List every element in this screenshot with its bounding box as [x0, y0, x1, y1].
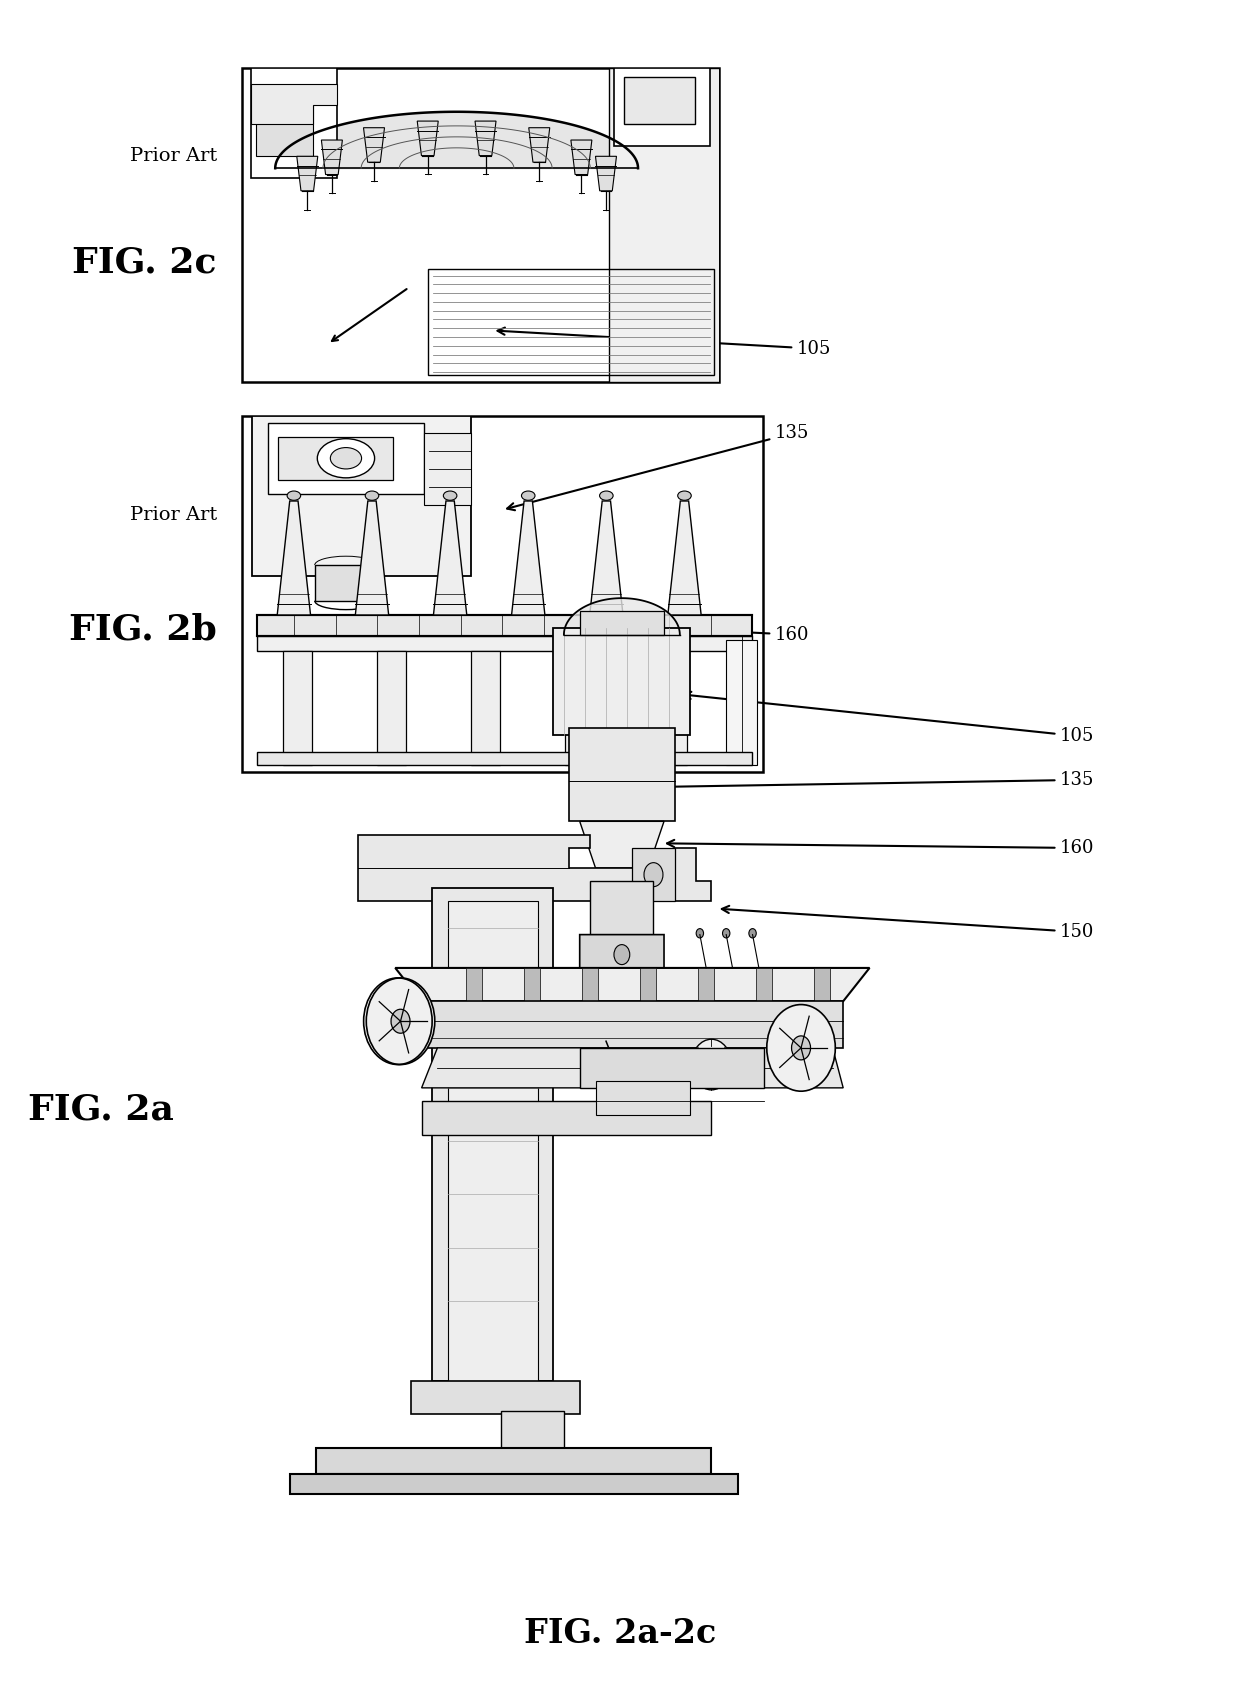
Polygon shape — [570, 141, 591, 175]
Circle shape — [644, 863, 663, 887]
Polygon shape — [434, 500, 466, 616]
Bar — [727, 639, 758, 765]
Circle shape — [723, 929, 730, 938]
Polygon shape — [640, 968, 656, 1001]
Circle shape — [692, 1040, 732, 1091]
Polygon shape — [580, 934, 665, 982]
Polygon shape — [580, 821, 665, 868]
Polygon shape — [583, 968, 598, 1001]
Circle shape — [288, 492, 300, 500]
Polygon shape — [815, 968, 830, 1001]
Polygon shape — [296, 156, 317, 192]
Bar — [424, 434, 471, 505]
Polygon shape — [433, 889, 553, 1381]
Bar — [624, 78, 696, 124]
Bar — [632, 848, 675, 901]
Polygon shape — [422, 1001, 843, 1048]
Polygon shape — [321, 141, 342, 175]
Circle shape — [614, 945, 630, 965]
Circle shape — [696, 929, 703, 938]
Circle shape — [391, 1009, 410, 1033]
Polygon shape — [252, 83, 337, 124]
Polygon shape — [290, 1474, 738, 1494]
Bar — [580, 1048, 764, 1087]
Polygon shape — [668, 500, 701, 616]
Circle shape — [366, 492, 378, 500]
Circle shape — [317, 439, 374, 478]
Bar — [258, 751, 753, 765]
Bar — [428, 268, 714, 375]
Circle shape — [749, 929, 756, 938]
Bar — [595, 1082, 691, 1114]
Bar — [569, 728, 675, 821]
Circle shape — [522, 492, 534, 500]
Text: FIG. 2b: FIG. 2b — [69, 612, 217, 646]
Polygon shape — [698, 968, 714, 1001]
Text: Prior Art: Prior Art — [130, 505, 217, 524]
Bar — [284, 651, 312, 765]
Text: 135: 135 — [507, 424, 810, 510]
Bar — [278, 438, 393, 480]
Bar — [242, 416, 763, 772]
Bar — [315, 565, 377, 600]
Text: 135: 135 — [637, 772, 1095, 790]
Text: FIG. 2c: FIG. 2c — [72, 246, 217, 280]
Polygon shape — [475, 120, 496, 156]
Text: FIG. 2a: FIG. 2a — [27, 1092, 174, 1126]
Circle shape — [366, 979, 435, 1065]
Circle shape — [678, 492, 691, 500]
Polygon shape — [590, 500, 622, 616]
Polygon shape — [595, 156, 616, 192]
Polygon shape — [512, 500, 544, 616]
Polygon shape — [316, 1448, 712, 1474]
Polygon shape — [756, 968, 773, 1001]
Polygon shape — [363, 127, 384, 163]
Text: Prior Art: Prior Art — [130, 146, 217, 165]
Circle shape — [615, 1075, 629, 1091]
Polygon shape — [412, 1381, 580, 1414]
Bar — [268, 422, 424, 494]
Bar — [252, 68, 337, 178]
Circle shape — [600, 492, 613, 500]
Text: FIG. 2a-2c: FIG. 2a-2c — [523, 1618, 717, 1650]
Polygon shape — [396, 968, 869, 1001]
Text: 160: 160 — [541, 619, 810, 643]
Bar — [553, 628, 691, 734]
Text: 105: 105 — [497, 327, 831, 358]
Bar — [501, 1411, 564, 1448]
Bar — [448, 901, 538, 1381]
Bar — [377, 651, 405, 765]
Bar — [658, 651, 687, 765]
Bar — [258, 616, 753, 636]
Bar — [580, 612, 665, 634]
Polygon shape — [358, 834, 712, 901]
Text: 160: 160 — [667, 840, 1095, 856]
Polygon shape — [466, 968, 482, 1001]
Circle shape — [703, 1055, 719, 1075]
Text: 105: 105 — [683, 692, 1095, 745]
Circle shape — [330, 448, 362, 468]
Circle shape — [444, 492, 456, 500]
Text: 150: 150 — [722, 906, 1095, 941]
Polygon shape — [278, 500, 310, 616]
Bar — [257, 100, 314, 156]
Bar — [564, 651, 594, 765]
Bar — [252, 416, 471, 577]
Bar — [471, 651, 500, 765]
Circle shape — [766, 1004, 836, 1091]
Bar — [609, 68, 729, 382]
Bar — [590, 882, 653, 934]
Bar — [614, 68, 709, 146]
Circle shape — [791, 1036, 811, 1060]
Polygon shape — [528, 127, 549, 163]
Polygon shape — [422, 1048, 843, 1087]
Polygon shape — [417, 120, 438, 156]
Bar — [242, 68, 719, 382]
Bar — [258, 636, 753, 651]
Polygon shape — [525, 968, 541, 1001]
Polygon shape — [422, 1101, 712, 1135]
Polygon shape — [356, 500, 388, 616]
